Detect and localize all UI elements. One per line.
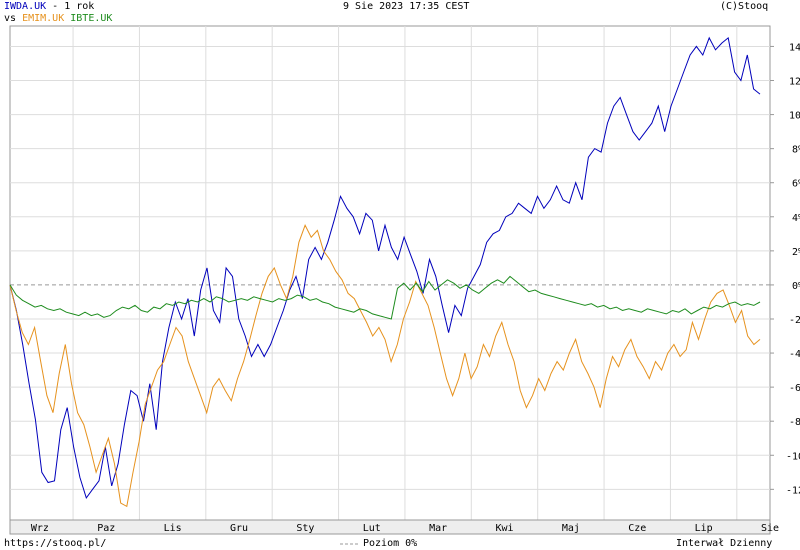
x-tick-label: Cze	[628, 523, 646, 534]
series-line-ibte-uk	[9, 275, 761, 320]
grid	[10, 26, 770, 520]
x-axis-labels: Wrz Paz Lis Gru Sty Lut Mar Kwi Maj Cze Lip Sie	[31, 523, 779, 534]
x-axis-band	[9, 519, 771, 535]
y-tick-label: -2%	[789, 315, 800, 326]
y-tick-label: 0%	[792, 281, 800, 292]
x-tick-label: Maj	[562, 523, 580, 534]
compare-symbol-ibte[interactable]: IBTE.UK	[70, 13, 113, 24]
y-tick-label: 4%	[792, 213, 800, 224]
x-tick-label: Paz	[97, 523, 115, 534]
series-lines	[9, 36, 761, 508]
y-tick-label: -12%	[786, 485, 800, 496]
timestamp: 9 Sie 2023 17:35 CEST	[343, 1, 470, 12]
y-tick-label: 8%	[792, 145, 800, 156]
copyright: (C)Stooq	[720, 1, 769, 12]
x-tick-label: Lut	[363, 523, 381, 534]
symbol-link[interactable]: IWDA.UK	[4, 1, 47, 12]
x-tick-label: Sie	[761, 523, 779, 534]
y-tick-label: -6%	[789, 383, 800, 394]
x-tick-label: Lis	[164, 523, 182, 534]
stooq-link[interactable]: https://stooq.pl/	[4, 538, 107, 549]
y-tick-label: -8%	[789, 417, 800, 428]
y-tick-label: -10%	[786, 451, 800, 462]
y-tick-label: 6%	[792, 179, 800, 190]
interval-label: Interwał Dzienny	[676, 538, 773, 549]
baseline-label: Poziom 0%	[363, 538, 418, 549]
series-line-iwda-uk	[9, 36, 761, 499]
x-tick-label: Wrz	[31, 523, 49, 534]
y-tick-label: 14%	[789, 42, 800, 53]
y-tick-label: 10%	[789, 111, 800, 122]
y-tick-label: 2%	[792, 247, 800, 258]
x-tick-label: Mar	[429, 523, 447, 534]
series-line-emim-uk	[9, 224, 761, 508]
x-tick-label: Gru	[230, 523, 248, 534]
x-tick-label: Kwi	[495, 523, 513, 534]
y-tick-label: -4%	[789, 349, 800, 360]
compare-line: vs EMIM.UK IBTE.UK	[4, 13, 112, 24]
x-tick-label: Sty	[296, 523, 314, 534]
y-tick-label: 12%	[789, 77, 800, 88]
period-label: - 1 rok	[46, 1, 95, 12]
chart-title: IWDA.UK - 1 rok	[4, 1, 94, 12]
vs-label: vs	[4, 13, 17, 24]
y-axis: 14% 12% 10% 8% 6% 4% 2% 0% -2% -4% -6% -8% -10% -12%	[770, 42, 800, 496]
plot-area	[9, 25, 771, 521]
compare-symbol-emim[interactable]: EMIM.UK	[22, 13, 65, 24]
x-tick-label: Lip	[695, 523, 713, 534]
